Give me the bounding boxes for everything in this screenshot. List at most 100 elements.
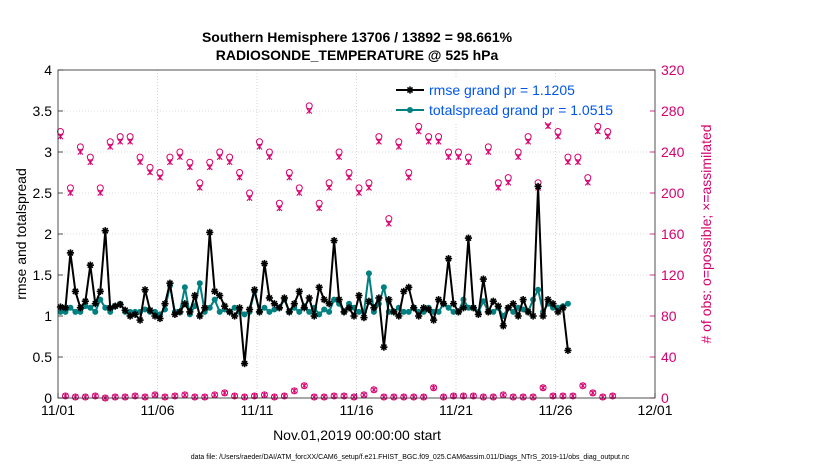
rmse-point (380, 343, 388, 351)
obs-assimilated-point (206, 164, 213, 171)
obs-assimilated-point (286, 174, 293, 181)
obs-assimilated-point (261, 391, 268, 398)
obs-assimilated-point (425, 138, 432, 145)
rmse-point (405, 283, 413, 291)
rmse-point (275, 304, 283, 312)
rmse-point (544, 296, 552, 304)
rmse-point (430, 316, 438, 324)
chart-subtitle: RADIOSONDE_TEMPERATURE @ 525 hPa (216, 47, 499, 63)
rmse-point (370, 304, 378, 312)
obs-assimilated-point (186, 164, 193, 171)
obs-possible-point (161, 393, 169, 401)
x-tick-label: 11/21 (439, 402, 473, 418)
rmse-point (76, 304, 84, 312)
rmse-point (320, 296, 328, 304)
obs-assimilated-point (495, 184, 502, 191)
spread-point (331, 296, 338, 303)
right-tick-label: 240 (661, 144, 685, 160)
obs-possible-point (300, 382, 308, 390)
obs-assimilated-point (117, 138, 124, 145)
obs-possible-point (310, 393, 318, 401)
obs-assimilated-point (166, 159, 173, 166)
rmse-point (211, 287, 219, 295)
spread-point (102, 304, 109, 311)
obs-assimilated-point (465, 159, 472, 166)
obs-possible-point (141, 393, 149, 401)
spread-point (266, 308, 273, 315)
obs-assimilated-point (236, 174, 243, 181)
obs-possible-point (71, 393, 79, 401)
obs-assimilated-point (221, 389, 228, 396)
spread-point (510, 308, 517, 315)
rmse-point (191, 291, 199, 300)
legend-spread-label: totalspread grand pr = 1.0515 (429, 102, 613, 118)
rmse-point (156, 314, 164, 323)
spread-point (380, 284, 387, 291)
spread-point (241, 311, 248, 318)
obs-assimilated-point (490, 394, 497, 400)
rmse-point (410, 304, 418, 312)
plot-frame (57, 69, 656, 399)
rmse-point (469, 304, 478, 312)
rmse-point (101, 227, 109, 235)
obs-assimilated-point (405, 174, 412, 181)
rmse-point (201, 304, 209, 312)
x-tick-label: 11/26 (539, 402, 573, 418)
obs-assimilated-point (400, 394, 407, 400)
rmse-point (310, 312, 318, 320)
obs-assimilated-point (157, 174, 163, 181)
obs-possible-point (81, 393, 89, 401)
y-axis-label: rmse and totalspread (13, 168, 29, 300)
obs-assimilated-point (505, 179, 512, 186)
left-tick-label: 1.5 (33, 267, 53, 283)
x-tick-label: 11/16 (340, 402, 374, 418)
rmse-point (425, 305, 433, 314)
obs-assimilated-point (241, 394, 248, 400)
right-tick-label: 80 (661, 308, 677, 324)
obs-assimilated-point (520, 394, 527, 400)
right-tick-label: 160 (661, 226, 685, 242)
obs-possible-point (280, 392, 288, 400)
obs-possible-point (569, 392, 577, 400)
left-tick-label: 3.5 (33, 103, 53, 119)
spread-point (67, 304, 74, 311)
legend-rmse-label: rmse grand pr = 1.1205 (429, 82, 575, 98)
obs-possible-point (559, 392, 567, 400)
obs-assimilated-point (430, 384, 437, 391)
y2-axis-label: # of obs: o=possible; ×=assimilated (698, 124, 714, 343)
rmse-point (539, 312, 547, 320)
obs-assimilated-point (316, 205, 323, 212)
obs-assimilated-point (276, 205, 283, 212)
obs-assimilated-point (271, 394, 278, 400)
rmse-point (335, 296, 343, 304)
obs-assimilated-point (604, 133, 611, 140)
left-tick-label: 0 (44, 390, 52, 406)
rmse-point (131, 310, 139, 318)
x-axis-label: Nov.01,2019 00:00:00 start (273, 427, 441, 443)
obs-assimilated-point (147, 169, 153, 176)
chart-title: Southern Hemisphere 13706 / 13892 = 98.6… (202, 29, 513, 45)
left-tick-label: 2.5 (33, 185, 53, 201)
left-tick-label: 3 (44, 144, 52, 160)
spread-point (355, 308, 362, 315)
obs-possible-point (450, 392, 458, 400)
obs-assimilated-point (485, 149, 492, 155)
obs-assimilated-point (361, 391, 367, 398)
obs-possible-point (609, 392, 617, 400)
obs-possible-point (61, 392, 69, 400)
obs-assimilated-point (67, 190, 74, 196)
obs-assimilated-point (326, 184, 333, 191)
obs-assimilated-point (564, 159, 571, 166)
obs-possible-point (91, 392, 99, 400)
obs-possible-point (390, 393, 398, 401)
obs-assimilated-point (346, 174, 352, 181)
rmse-point (479, 275, 487, 283)
rmse-point (509, 300, 517, 308)
legend-spread-marker (407, 107, 413, 113)
x-tick-label: 11/11 (241, 402, 274, 418)
obs-assimilated-point (72, 394, 79, 400)
obs-assimilated-point (530, 394, 537, 400)
spread-point (490, 308, 497, 315)
x-tick-label: 11/01 (41, 402, 75, 418)
